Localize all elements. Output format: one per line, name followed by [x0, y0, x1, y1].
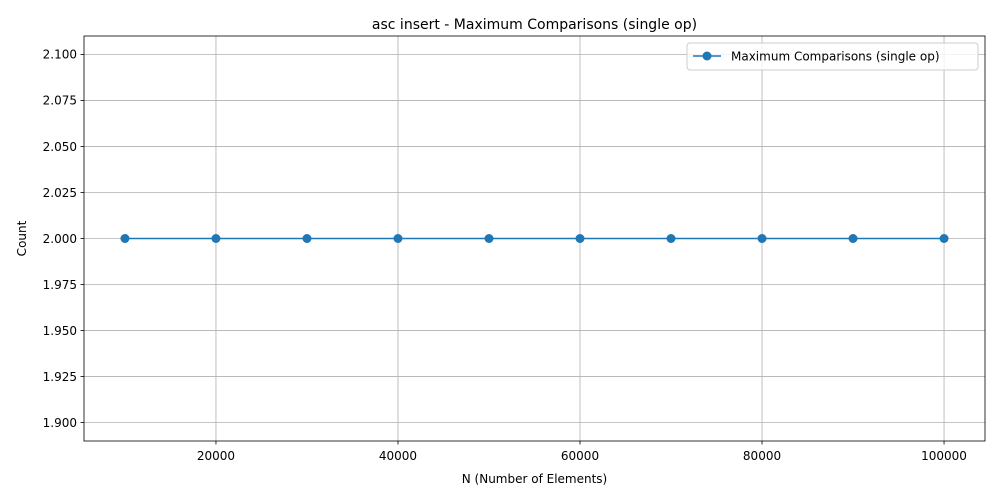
- data-point: [302, 234, 312, 243]
- x-axis-title: N (Number of Elements): [462, 472, 608, 486]
- x-axis: 20000 40000 60000 80000 100000: [197, 441, 967, 463]
- data-point: [120, 234, 130, 243]
- y-tick-label: 1.925: [43, 370, 77, 384]
- legend-label: Maximum Comparisons (single op): [731, 50, 940, 64]
- y-tick-label: 1.975: [43, 278, 77, 292]
- legend: Maximum Comparisons (single op): [686, 42, 979, 71]
- chart-title: asc insert - Maximum Comparisons (single…: [372, 17, 697, 33]
- legend-box: [686, 42, 979, 71]
- y-axis-title: Count: [15, 220, 29, 256]
- x-tick-label: 60000: [561, 449, 599, 463]
- y-tick-label: 2.025: [43, 186, 77, 200]
- legend-marker-swatch: [702, 51, 712, 61]
- x-tick-label: 80000: [743, 449, 781, 463]
- y-tick-label: 1.900: [43, 416, 77, 430]
- y-tick-label: 1.950: [43, 324, 77, 338]
- data-point: [484, 234, 494, 243]
- data-point: [575, 234, 585, 243]
- y-tick-label: 2.100: [43, 48, 77, 62]
- x-tick-label: 100000: [921, 449, 967, 463]
- data-point: [939, 234, 949, 243]
- y-tick-label: 2.000: [43, 232, 77, 246]
- data-point: [666, 234, 676, 243]
- y-tick-label: 2.050: [43, 140, 77, 154]
- x-tick-label: 40000: [379, 449, 417, 463]
- data-point: [848, 234, 858, 243]
- y-axis: 1.900 1.925 1.950 1.975 2.000 2.025 2.050 2.075…: [43, 48, 84, 430]
- data-point: [393, 234, 403, 243]
- x-tick-label: 20000: [197, 449, 235, 463]
- series-layer: [120, 234, 949, 243]
- y-tick-label: 2.075: [43, 94, 77, 108]
- data-point: [757, 234, 767, 243]
- data-point: [211, 234, 221, 243]
